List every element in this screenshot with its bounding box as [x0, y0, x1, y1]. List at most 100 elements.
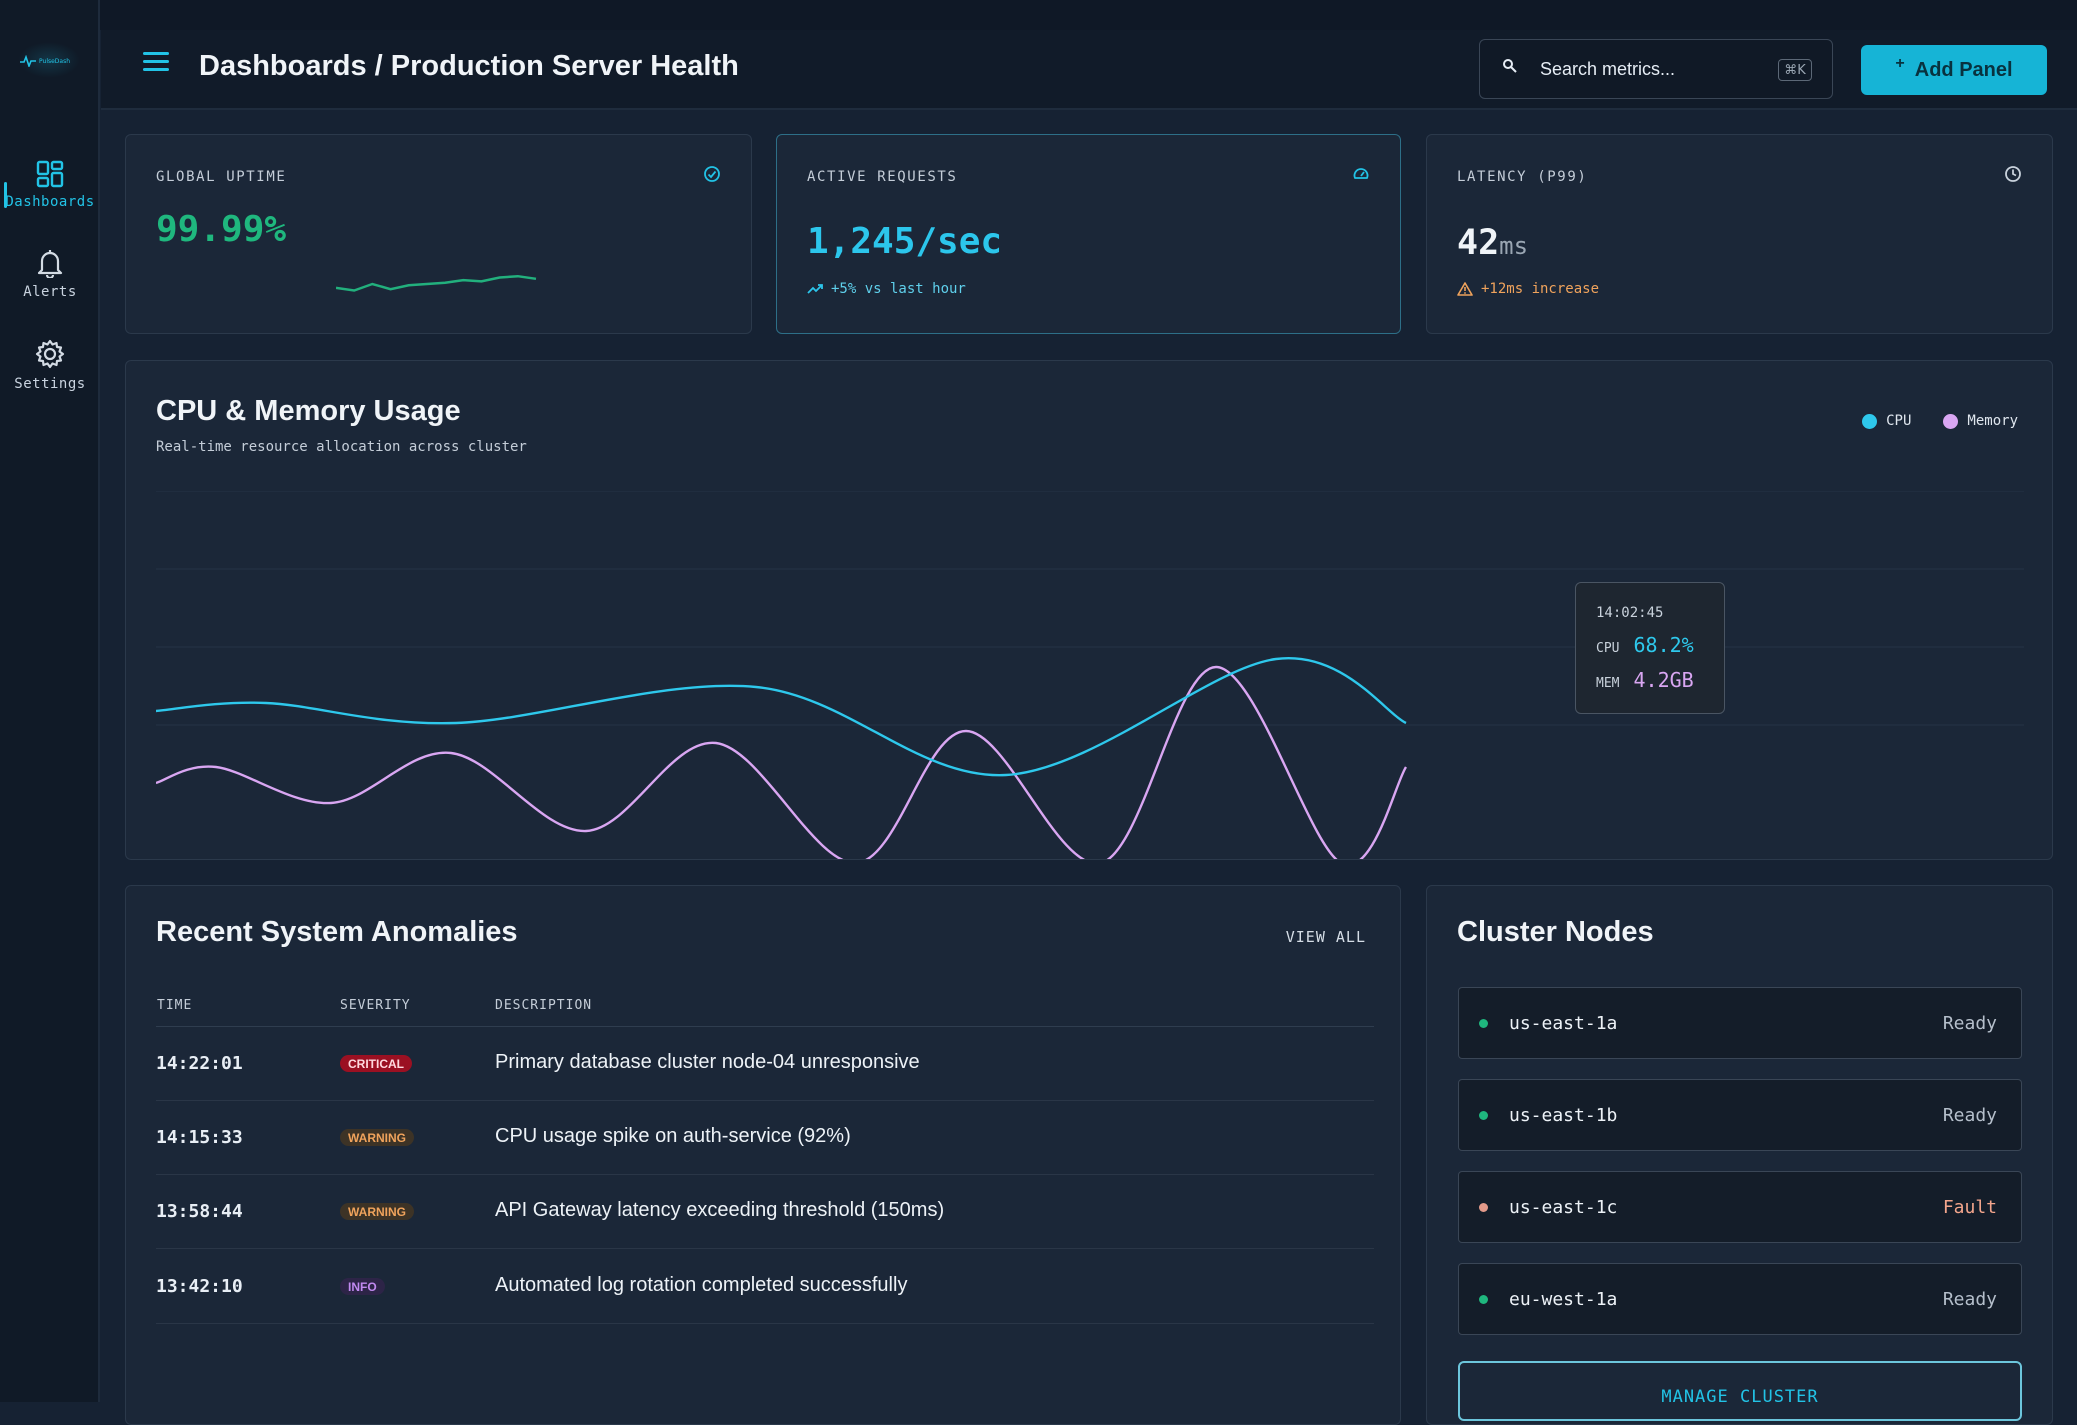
tooltip-time: 14:02:45 [1596, 605, 1664, 621]
series-line-cpu[interactable] [156, 657, 1407, 777]
logo-text: PulseDash [39, 57, 71, 65]
latency-note: +12ms increase [1481, 281, 1600, 297]
add-panel-button[interactable]: + Add Panel [1861, 45, 2047, 95]
app-logo[interactable]: PulseDash [20, 50, 78, 72]
tooltip-mem-value: 4.2GB [1633, 668, 1694, 692]
tooltip-mem-row: MEM 4.2GB [1596, 668, 1694, 692]
node-name: us-east-1b [1509, 1105, 1618, 1126]
card-label: LATENCY (P99) [1457, 169, 1588, 185]
legend-item-cpu[interactable]: CPU [1862, 413, 1911, 429]
chart-tooltip: 14:02:45 CPU 68.2% MEM 4.2GB [1575, 582, 1725, 714]
severity-badge: WARNING [340, 1203, 414, 1220]
node-name: us-east-1a [1509, 1013, 1618, 1034]
search-shortcut: ⌘K [1778, 59, 1812, 81]
logo-glow [18, 42, 80, 78]
gear-icon [35, 339, 65, 369]
node-status: Ready [1942, 1013, 1997, 1034]
legend-label: CPU [1886, 413, 1912, 429]
severity-badge: INFO [340, 1278, 385, 1295]
anomalies-panel: Recent System Anomalies VIEW ALL TIME SE… [125, 885, 1401, 1425]
node-status: Ready [1942, 1105, 1997, 1126]
requests-trend: +5% vs last hour [807, 281, 966, 297]
pulse-icon [20, 55, 36, 67]
table-row[interactable]: 14:22:01 CRITICAL Primary database clust… [156, 1027, 1374, 1101]
bell-icon [37, 250, 63, 278]
row-description: API Gateway latency exceeding threshold … [495, 1199, 945, 1221]
node-name: us-east-1c [1509, 1197, 1618, 1218]
cluster-node[interactable]: us-east-1c Fault [1458, 1171, 2022, 1243]
sparkline-line [336, 274, 537, 292]
row-time: 14:22:01 [156, 1053, 243, 1074]
trend-up-icon [807, 284, 823, 294]
requests-card: ACTIVE REQUESTS 1,245/sec +5% vs last ho… [776, 134, 1401, 334]
chart-subtitle: Real-time resource allocation across clu… [156, 439, 527, 455]
latency-value-wrap: 42ms [1457, 223, 1528, 263]
cluster-title: Cluster Nodes [1457, 916, 1654, 948]
node-status-dot [1479, 1019, 1488, 1028]
severity-badge: WARNING [340, 1129, 414, 1146]
sidebar-item-settings[interactable]: Settings [0, 338, 100, 392]
tooltip-cpu-label: CPU [1596, 641, 1620, 656]
table-header-divider [156, 1026, 1374, 1027]
card-label: GLOBAL UPTIME [156, 169, 287, 185]
top-header: Dashboards / Production Server Health ⌘K… [101, 30, 2077, 110]
series-line-memory[interactable] [156, 665, 1408, 859]
row-time: 13:58:44 [156, 1201, 243, 1222]
node-status-dot [1479, 1111, 1488, 1120]
manage-cluster-button[interactable]: MANAGE CLUSTER [1458, 1361, 2022, 1421]
sidebar-item-label: Dashboards [5, 194, 95, 210]
nav-active-indicator [4, 182, 7, 208]
sidebar: PulseDash Dashboards Alerts Settings [0, 0, 100, 1402]
warning-icon [1457, 282, 1473, 296]
latency-card: LATENCY (P99) 42ms +12ms increase [1426, 134, 2053, 334]
sidebar-item-dashboards[interactable]: Dashboards [0, 160, 100, 210]
sidebar-item-label: Alerts [23, 284, 77, 300]
row-description: CPU usage spike on auth-service (92%) [495, 1125, 851, 1147]
search-box[interactable]: ⌘K [1479, 39, 1833, 99]
uptime-value: 99.99% [156, 209, 287, 250]
table-row[interactable]: 13:42:10 INFO Automated log rotation com… [156, 1250, 1374, 1324]
search-icon [1503, 59, 1517, 73]
row-description: Automated log rotation completed success… [495, 1274, 908, 1296]
uptime-card: GLOBAL UPTIME 99.99% [125, 134, 752, 334]
node-status-dot [1479, 1295, 1488, 1304]
column-header-severity: SEVERITY [340, 998, 411, 1013]
row-time: 13:42:10 [156, 1276, 243, 1297]
card-label: ACTIVE REQUESTS [807, 169, 958, 185]
tooltip-cpu-value: 68.2% [1633, 633, 1694, 657]
search-input[interactable] [1540, 54, 1760, 84]
cluster-panel: Cluster Nodes us-east-1a Ready us-east-1… [1426, 885, 2053, 1425]
top-strip [0, 0, 2077, 30]
requests-value: 1,245/sec [807, 221, 1003, 262]
table-row[interactable]: 13:58:44 WARNING API Gateway latency exc… [156, 1175, 1374, 1249]
latency-unit: ms [1499, 232, 1529, 260]
usage-line-chart[interactable] [156, 491, 2024, 859]
add-panel-label: Add Panel [1914, 58, 2013, 81]
sidebar-item-alerts[interactable]: Alerts [0, 248, 100, 300]
tooltip-cpu-row: CPU 68.2% [1596, 633, 1694, 657]
column-header-time: TIME [157, 998, 193, 1013]
cluster-node[interactable]: us-east-1a Ready [1458, 987, 2022, 1059]
view-all-link[interactable]: VIEW ALL [1285, 928, 1366, 946]
sidebar-item-label: Settings [14, 376, 86, 392]
grid-icon [36, 160, 64, 188]
requests-note: +5% vs last hour [831, 281, 966, 297]
chart-legend: CPU Memory [1862, 413, 2018, 429]
menu-icon[interactable] [143, 52, 169, 72]
node-status-dot [1479, 1203, 1488, 1212]
gauge-icon [1353, 168, 1369, 179]
legend-dot [1943, 413, 1959, 429]
check-circle-icon [704, 166, 720, 182]
cluster-node[interactable]: eu-west-1a Ready [1458, 1263, 2022, 1335]
legend-item-memory[interactable]: Memory [1943, 413, 2018, 429]
table-row[interactable]: 14:15:33 WARNING CPU usage spike on auth… [156, 1101, 1374, 1175]
chart-title: CPU & Memory Usage [156, 395, 461, 427]
node-name: eu-west-1a [1509, 1289, 1618, 1310]
page-title: Dashboards / Production Server Health [199, 50, 739, 82]
severity-badge: CRITICAL [340, 1055, 412, 1072]
node-status: Ready [1942, 1289, 1997, 1310]
cluster-node[interactable]: us-east-1b Ready [1458, 1079, 2022, 1151]
tooltip-mem-label: MEM [1596, 676, 1620, 691]
uptime-sparkline [336, 274, 537, 292]
legend-label: Memory [1967, 413, 2018, 429]
